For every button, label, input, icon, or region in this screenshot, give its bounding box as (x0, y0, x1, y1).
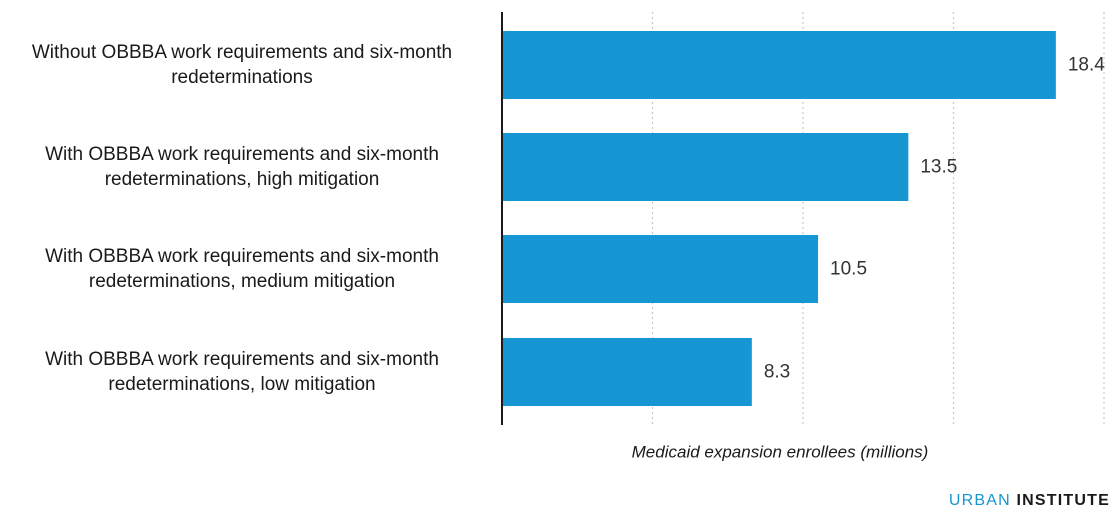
bar-3 (502, 235, 819, 303)
bar-1 (502, 31, 1056, 99)
value-label-3: 10.5 (830, 259, 867, 280)
x-axis-title: Medicaid expansion enrollees (millions) (632, 443, 929, 462)
bar-2 (502, 133, 909, 201)
value-label-2: 13.5 (920, 157, 957, 178)
brand-name-part2: INSTITUTE (1016, 492, 1110, 509)
category-label-line: With OBBBA work requirements and six-mon… (45, 246, 439, 267)
category-label-line: With OBBBA work requirements and six-mon… (45, 144, 439, 165)
category-label-line: redeterminations, low mitigation (108, 374, 375, 395)
category-label-3: With OBBBA work requirements and six-mon… (45, 246, 439, 292)
gridlines (651, 12, 1105, 425)
category-label-line: Without OBBBA work requirements and six-… (32, 42, 452, 63)
bars (502, 31, 1056, 406)
value-label-1: 18.4 (1068, 55, 1105, 76)
bar-chart: 18.4 13.5 10.5 8.3 Without OBBBA work requi… (32, 12, 1105, 462)
category-labels: Without OBBBA work requirements and six-… (32, 42, 452, 395)
category-label-1: Without OBBBA work requirements and six-… (32, 42, 452, 88)
category-label-2: With OBBBA work requirements and six-mon… (45, 144, 439, 190)
bar-4 (502, 338, 752, 406)
category-label-line: redeterminations, medium mitigation (89, 271, 395, 292)
category-label-4: With OBBBA work requirements and six-mon… (45, 349, 439, 395)
brand-name-part1: URBAN (948, 492, 1011, 509)
category-label-line: With OBBBA work requirements and six-mon… (45, 349, 439, 370)
value-labels: 18.4 13.5 10.5 8.3 (764, 55, 1105, 383)
category-label-line: redeterminations, high mitigation (105, 169, 380, 190)
urban-institute-logo: URBAN INSTITUTE (949, 492, 1110, 510)
category-label-line: redeterminations (171, 67, 313, 88)
value-label-4: 8.3 (764, 362, 790, 383)
